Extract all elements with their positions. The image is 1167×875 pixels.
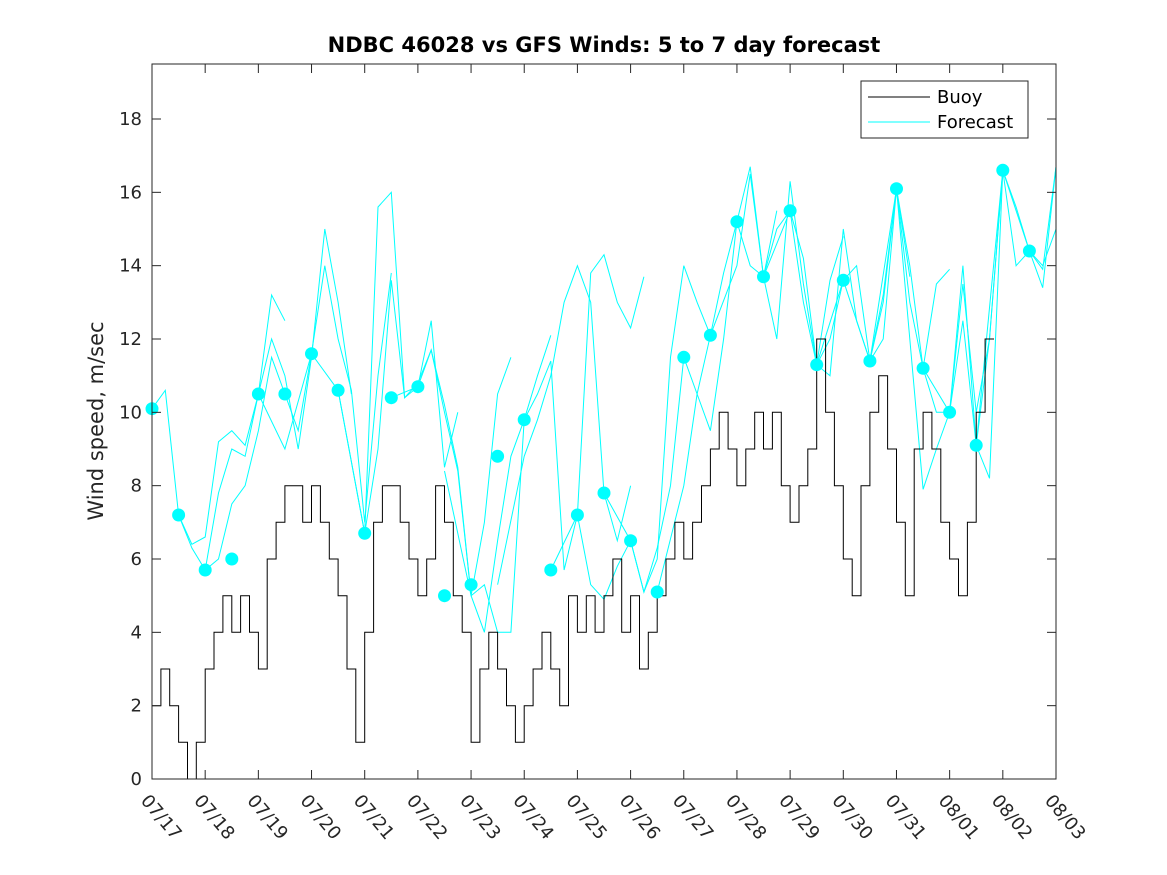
forecast-point xyxy=(783,204,797,218)
forecast-point xyxy=(943,405,957,419)
forecast-run-line-8 xyxy=(550,265,711,601)
forecast-point xyxy=(225,552,239,566)
forecast-point xyxy=(411,380,425,394)
forecast-run-line-0 xyxy=(151,293,286,545)
x-tick-label: 07/18 xyxy=(189,791,238,844)
forecast-point xyxy=(172,508,186,522)
x-tick-label: 07/31 xyxy=(881,791,930,844)
forecast-point xyxy=(544,563,558,577)
forecast-point xyxy=(305,347,318,361)
plot-area-frame xyxy=(151,63,1057,780)
forecast-point xyxy=(597,486,611,500)
forecast-point xyxy=(916,361,930,375)
legend-box xyxy=(860,80,1029,139)
forecast-run-line-15 xyxy=(922,170,1057,414)
x-tick-label: 07/20 xyxy=(296,791,345,844)
forecast-run-line-5 xyxy=(391,335,552,633)
forecast-point xyxy=(464,578,478,592)
forecast-run-line-3 xyxy=(257,191,459,534)
forecast-run-line-1 xyxy=(178,228,352,572)
x-tick-label: 07/30 xyxy=(827,791,876,844)
forecast-run-line-6 xyxy=(444,253,645,633)
forecast-point xyxy=(331,383,345,397)
legend-forecast-label: Forecast xyxy=(937,112,1013,133)
x-tick-label: 07/19 xyxy=(243,791,292,844)
x-tick-label: 07/25 xyxy=(562,791,611,844)
x-tick-label: 08/03 xyxy=(1040,791,1089,844)
forecast-point xyxy=(624,534,638,548)
y-tick-label: 12 xyxy=(119,329,142,350)
chart-title: NDBC 46028 vs GFS Winds: 5 to 7 day fore… xyxy=(328,33,881,57)
forecast-point xyxy=(438,589,451,603)
forecast-point xyxy=(836,273,850,287)
x-tick-label: 07/21 xyxy=(349,791,398,844)
forecast-point xyxy=(198,563,212,577)
x-tick-label: 07/22 xyxy=(402,791,451,844)
y-axis: 0 2 4 6 8 10 12 14 16 18 xyxy=(119,109,1056,790)
forecast-run-line-12 xyxy=(763,188,950,369)
forecast-point xyxy=(251,387,265,401)
x-tick-label: 07/29 xyxy=(774,791,823,844)
forecast-point xyxy=(517,413,531,427)
forecast-run-line-2 xyxy=(204,265,392,571)
forecast-point xyxy=(890,182,903,196)
x-tick-label: 07/27 xyxy=(668,791,717,844)
forecast-run-line-11 xyxy=(709,173,911,377)
buoy-line xyxy=(152,338,994,780)
legend: Buoy Forecast xyxy=(860,80,1029,139)
y-tick-label: 6 xyxy=(131,549,142,570)
y-tick-label: 16 xyxy=(119,182,142,203)
forecast-point xyxy=(969,438,983,452)
forecast-point xyxy=(757,270,770,284)
forecast-run-line-14 xyxy=(869,166,1057,479)
y-tick-label: 14 xyxy=(119,256,142,277)
forecast-point xyxy=(730,215,744,229)
forecast-point xyxy=(863,354,877,368)
forecast-point xyxy=(278,387,292,401)
forecast-point xyxy=(677,350,691,364)
y-tick-label: 18 xyxy=(119,109,142,130)
forecast-run-line-4 xyxy=(337,280,512,596)
y-tick-label: 2 xyxy=(131,696,142,717)
legend-buoy-label: Buoy xyxy=(937,87,983,108)
x-tick-label: 07/28 xyxy=(721,791,770,844)
forecast-run-line-9 xyxy=(603,166,778,594)
x-tick-label: 07/23 xyxy=(455,791,504,844)
forecast-point xyxy=(650,585,664,599)
forecast-runs xyxy=(151,166,1057,633)
forecast-point xyxy=(358,526,372,540)
forecast-run-line-16 xyxy=(975,166,1057,446)
forecast-point xyxy=(491,449,505,463)
x-tick-label: 07/24 xyxy=(508,791,557,844)
buoy-series xyxy=(152,338,994,780)
x-tick-label: 08/02 xyxy=(987,791,1036,844)
forecast-run-line-7 xyxy=(497,264,632,585)
forecast-points xyxy=(145,163,1036,603)
forecast-point xyxy=(996,163,1010,177)
x-axis: 07/17 07/18 07/19 07/20 07/21 07/22 07/23 07/24… xyxy=(136,64,1090,844)
y-axis-label: Wind speed, m/sec xyxy=(84,321,108,520)
forecast-point xyxy=(570,508,584,522)
forecast-point xyxy=(384,391,398,405)
forecast-run-line-13 xyxy=(816,170,1004,490)
x-tick-label: 07/26 xyxy=(615,791,664,844)
y-tick-label: 8 xyxy=(131,476,142,497)
x-tick-label: 08/01 xyxy=(934,791,983,844)
forecast-point xyxy=(810,358,824,372)
forecast-point xyxy=(703,328,717,342)
forecast-point xyxy=(1022,244,1036,258)
y-tick-label: 10 xyxy=(119,402,142,423)
x-tick-label: 07/17 xyxy=(136,791,185,844)
y-tick-label: 0 xyxy=(131,769,142,790)
y-tick-label: 4 xyxy=(131,622,142,643)
